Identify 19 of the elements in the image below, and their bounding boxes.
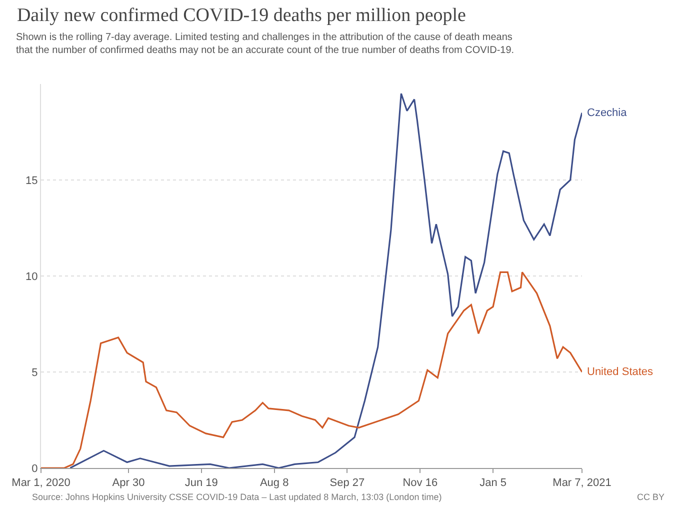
- series-label: United States: [587, 366, 654, 378]
- y-tick-label: 0: [32, 462, 38, 475]
- x-tick-label: Sep 27: [330, 477, 365, 490]
- series-label: Czechia: [587, 107, 628, 119]
- text: CC BY: [637, 492, 665, 502]
- line-series: [69, 92, 582, 468]
- y-tick-label: 5: [32, 366, 38, 379]
- x-tick-label: Nov 16: [402, 477, 438, 490]
- x-tick-label: Apr 30: [112, 477, 145, 490]
- x-tick-label: Mar 7, 2021: [552, 477, 612, 490]
- source-note: Source: Johns Hopkins University CSSE COVID-19 Data – Last updated 8 March, 13:03 (London time): [32, 492, 442, 502]
- x-tick-label: Jun 19: [184, 477, 218, 490]
- chart-subtitle: Shown is the rolling 7-day average. Limited testing and challenges in the attribution of the cause of death means that the number of confirmed deaths may not be an accurate count of the true number of deaths from COVID-19.: [16, 32, 514, 56]
- chart-title: Daily new confirmed COVID-19 deaths per million people: [16, 5, 466, 26]
- x-tick-label: Aug 8: [260, 477, 289, 490]
- y-tick-label: 15: [26, 174, 38, 187]
- x-tick-label: Mar 1, 2020: [12, 477, 70, 490]
- x-tick-label: Jan 5: [480, 477, 507, 490]
- y-tick-label: 10: [26, 270, 38, 283]
